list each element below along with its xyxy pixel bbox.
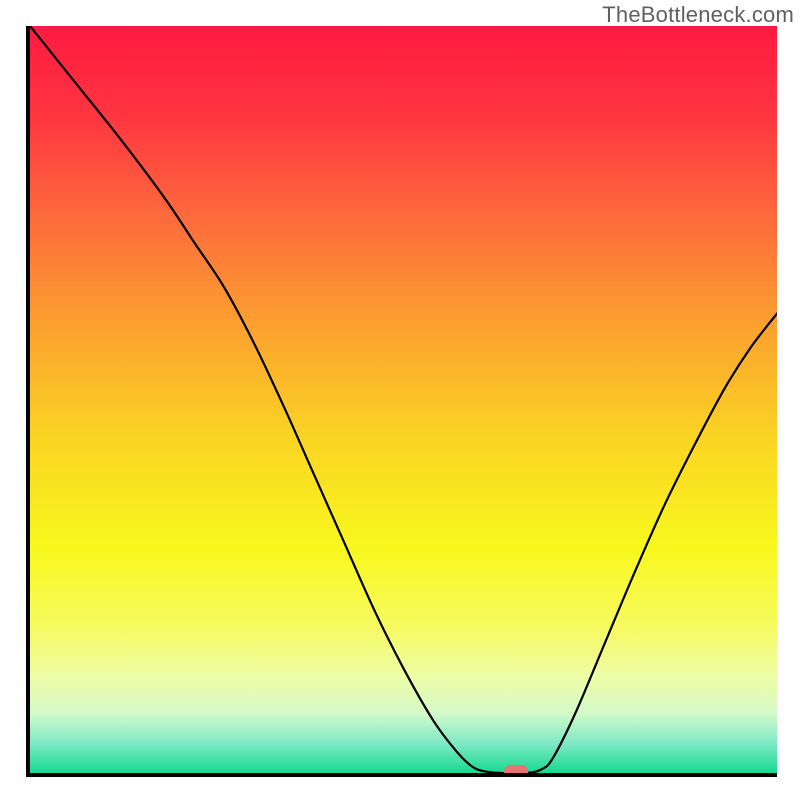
bottleneck-curve [30,26,777,773]
bottleneck-chart: TheBottleneck.com [0,0,800,800]
watermark-text: TheBottleneck.com [602,2,794,28]
plot-area [30,26,777,773]
optimal-marker [504,765,528,774]
x-axis [26,773,777,777]
